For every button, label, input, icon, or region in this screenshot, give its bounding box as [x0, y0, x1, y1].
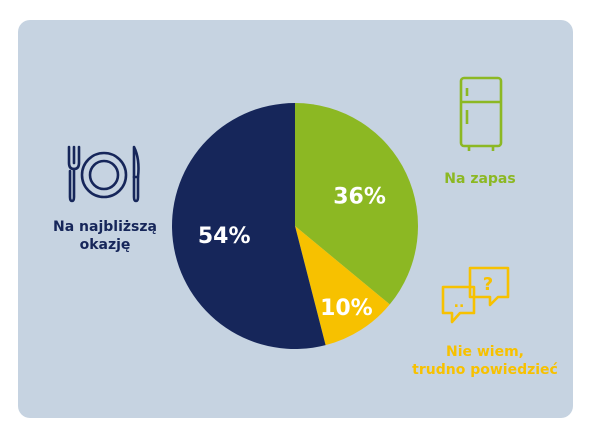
svg-text:?: ? [483, 274, 493, 295]
plate-cutlery-icon [67, 145, 140, 203]
legend-label-na-zapas: Na zapas [430, 170, 530, 188]
legend-niewiem-line1: Nie wiem, [445, 344, 525, 360]
legend-label-nie-wiem: Nie wiem, trudno powiedzieć [405, 343, 565, 379]
legend-zapas-line1: Na zapas [444, 171, 516, 187]
legend-okazja-line2: okazję [79, 237, 131, 253]
pie-slice-0 [295, 103, 418, 305]
fridge-icon [459, 76, 503, 151]
pie-value-label-2: 54% [198, 224, 251, 249]
svg-text:..: .. [454, 295, 465, 311]
pie-value-label-0: 36% [333, 185, 386, 210]
pie-slice-1 [295, 226, 390, 346]
pie-slice-2 [172, 103, 326, 349]
legend-label-okazja: Na najbliższą okazję [45, 218, 165, 254]
legend-niewiem-line2: trudno powiedzieć [412, 362, 558, 378]
chat-question-icon: ? .. [441, 266, 510, 324]
legend-okazja-line1: Na najbliższą [53, 219, 157, 235]
pie-value-label-1: 10% [320, 296, 373, 321]
